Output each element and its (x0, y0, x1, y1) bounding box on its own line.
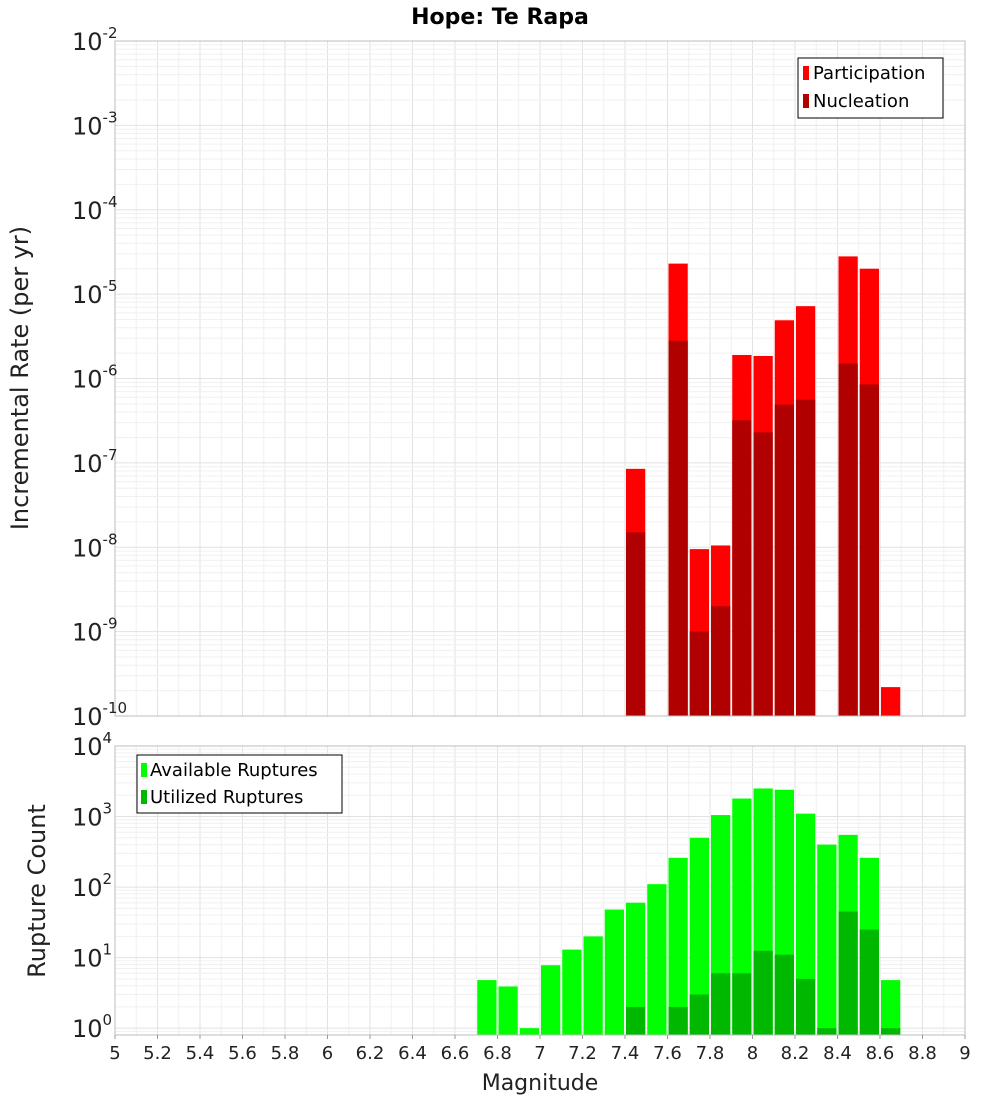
x-tick-label: 6.6 (441, 1043, 470, 1064)
x-tick-label: 6.4 (398, 1043, 427, 1064)
bar-utilized-ruptures (626, 1006, 646, 1035)
legend-swatch-nucleation (803, 94, 809, 108)
bar-available-ruptures (626, 902, 646, 1035)
bottom-y-axis-label: Rupture Count (23, 804, 51, 978)
bottom-y-tick-label: 100 (72, 1011, 112, 1043)
x-tick-label: 7.4 (611, 1043, 640, 1064)
x-tick-label: 6 (322, 1043, 333, 1064)
top-y-ticks: 10-10 10-9 10-8 10-7 10-6 10-5 10-4 10-3 10-2 (72, 24, 127, 731)
top-bars (626, 256, 901, 716)
bar-utilized-ruptures (817, 1028, 837, 1035)
legend-swatch-utilized (141, 790, 147, 804)
bar-nucleation (668, 340, 688, 716)
bar-utilized-ruptures (711, 973, 731, 1035)
top-plot-border (114, 40, 966, 717)
chart-title: Hope: Te Rapa (411, 5, 589, 30)
legend-swatch-participation (803, 66, 809, 80)
bar-utilized-ruptures (838, 911, 858, 1035)
bottom-y-tick-label: 103 (72, 800, 112, 832)
bar-available-ruptures (541, 965, 561, 1035)
bar-nucleation (838, 363, 858, 716)
x-tick-label: 5.4 (186, 1043, 215, 1064)
bottom-legend: Available Ruptures Utilized Ruptures (136, 754, 343, 814)
x-tick-label: 8 (747, 1043, 758, 1064)
bottom-bars (477, 788, 901, 1035)
x-tick-label: 5.2 (143, 1043, 172, 1064)
top-y-axis-label: Incremental Rate (per yr) (6, 226, 34, 530)
bar-nucleation (859, 384, 879, 716)
x-tick-label: 6.2 (356, 1043, 385, 1064)
bar-available-ruptures (817, 844, 837, 1035)
bar-participation (881, 687, 901, 716)
bar-utilized-ruptures (881, 1028, 901, 1035)
x-tick-label: 5 (109, 1043, 120, 1064)
bottom-y-ticks: 100 101 102 103 104 (72, 729, 112, 1043)
x-tick-label: 7.6 (653, 1043, 682, 1064)
x-tick-label: 9 (959, 1043, 970, 1064)
x-tick-label: 7.8 (696, 1043, 725, 1064)
x-axis-label: Magnitude (482, 1071, 599, 1096)
top-legend: Participation Nucleation (797, 57, 944, 119)
bar-utilized-ruptures (732, 973, 752, 1035)
x-tick-label: 8.6 (866, 1043, 895, 1064)
legend-swatch-available (141, 763, 147, 777)
top-gridlines (114, 40, 966, 717)
bottom-legend-box (136, 754, 343, 814)
bottom-panel: 100 101 102 103 104 5 5.2 5.4 5.6 5.8 6 6.2 6.4 6.6 6… (23, 729, 971, 1096)
top-panel: 10-10 10-9 10-8 10-7 10-6 10-5 10-4 10-3 10-2 In… (6, 24, 966, 731)
top-y-tick-label: 10-10 (72, 699, 127, 731)
bar-available-ruptures (604, 909, 624, 1035)
bar-available-ruptures (583, 936, 603, 1035)
bar-nucleation (796, 399, 816, 716)
bar-available-ruptures (477, 980, 497, 1035)
legend-label-nucleation: Nucleation (813, 91, 909, 112)
legend-label-available: Available Ruptures (150, 760, 318, 781)
bar-available-ruptures (562, 949, 582, 1035)
x-tick-label: 5.8 (271, 1043, 300, 1064)
x-tick-label: 7 (534, 1043, 545, 1064)
top-y-tick-label: 10-7 (72, 446, 118, 478)
bar-nucleation (732, 420, 752, 716)
bar-nucleation (626, 532, 646, 716)
bar-available-ruptures (689, 837, 709, 1035)
top-y-tick-label: 10-4 (72, 193, 118, 225)
top-y-tick-label: 10-3 (72, 108, 118, 140)
bottom-y-tick-label: 102 (72, 870, 112, 902)
bar-utilized-ruptures (689, 994, 709, 1035)
legend-label-participation: Participation (813, 63, 925, 84)
bar-utilized-ruptures (859, 929, 879, 1035)
bar-nucleation (753, 432, 773, 716)
bar-available-ruptures (881, 980, 901, 1035)
x-tick-label: 8.8 (908, 1043, 937, 1064)
bottom-y-tick-label: 101 (72, 941, 112, 973)
legend-label-utilized: Utilized Ruptures (150, 787, 303, 808)
bar-nucleation (711, 606, 731, 716)
top-y-tick-label: 10-6 (72, 362, 118, 394)
x-tick-label: 7.2 (568, 1043, 597, 1064)
x-tick-label: 6.8 (483, 1043, 512, 1064)
bar-available-ruptures (519, 1028, 539, 1035)
top-y-tick-label: 10-9 (72, 615, 118, 647)
x-tick-label: 8.2 (781, 1043, 810, 1064)
top-legend-box (797, 57, 944, 119)
bottom-y-tick-label: 104 (72, 729, 112, 761)
bar-utilized-ruptures (668, 1006, 688, 1035)
top-y-tick-label: 10-8 (72, 530, 118, 562)
bar-utilized-ruptures (796, 978, 816, 1035)
bar-available-ruptures (668, 857, 688, 1035)
bar-nucleation (774, 404, 794, 716)
bar-available-ruptures (498, 986, 518, 1035)
bar-utilized-ruptures (774, 954, 794, 1035)
bar-utilized-ruptures (753, 950, 773, 1035)
bar-nucleation (689, 631, 709, 716)
x-tick-label: 5.6 (228, 1043, 257, 1064)
top-y-tick-label: 10-5 (72, 277, 118, 309)
x-tick-label: 8.4 (823, 1043, 852, 1064)
top-y-tick-label: 10-2 (72, 24, 118, 56)
bottom-x-ticks: 5 5.2 5.4 5.6 5.8 6 6.2 6.4 6.6 6.8 7 7.2 7.4 7.6 7.8 8… (109, 1035, 971, 1064)
bar-available-ruptures (647, 884, 667, 1035)
